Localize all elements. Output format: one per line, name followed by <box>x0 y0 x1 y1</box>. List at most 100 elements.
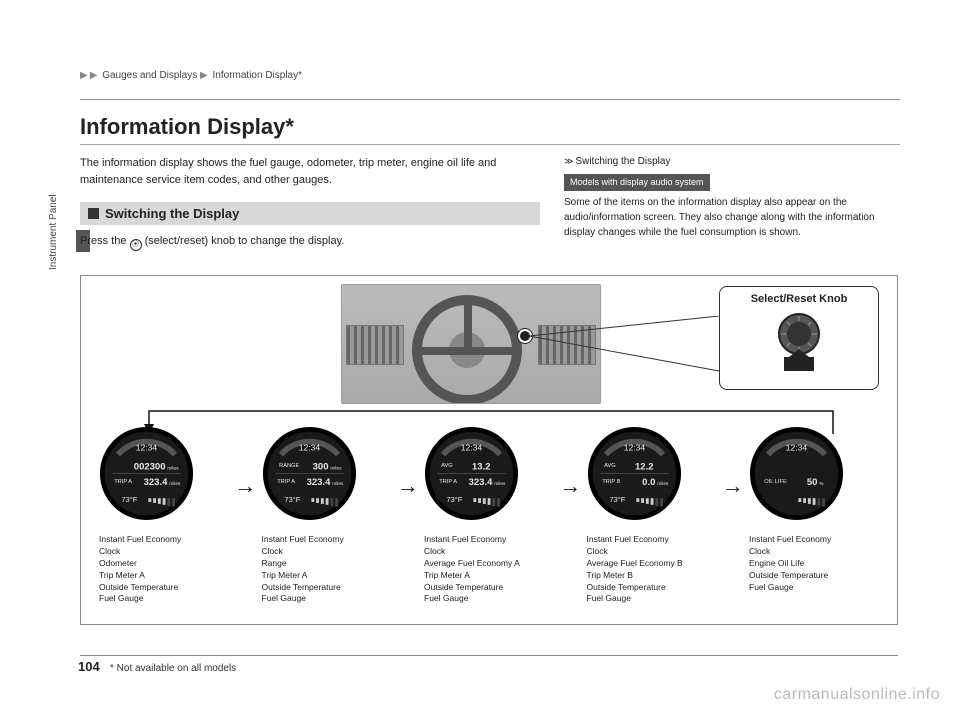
select-reset-knob-icon <box>764 309 834 379</box>
side-note-ref: ≫Switching the Display <box>564 155 900 170</box>
gauge-display: 12:34 AVG 13.2 TRIP A 323.4miles 73°F <box>424 426 519 521</box>
chevron-icon: ▶ <box>90 70 98 81</box>
gauge-item: Range <box>262 558 392 570</box>
gauge-item-list: Instant Fuel EconomyClockAverage Fuel Ec… <box>587 534 717 605</box>
svg-text:002300: 002300 <box>134 462 166 473</box>
gauge-item: Outside Temperature <box>749 570 879 582</box>
svg-text:12:34: 12:34 <box>786 443 808 453</box>
gauge-item: Outside Temperature <box>424 582 554 594</box>
gauge-item: Clock <box>749 546 879 558</box>
side-note-ref-label: Switching the Display <box>575 156 670 167</box>
gauge-row: 12:34002300milesTRIP A323.4miles73°FInst… <box>99 426 879 605</box>
ref-arrows-icon: ≫ <box>564 156 573 166</box>
gauge-display: 12:34RANGE300milesTRIP A323.4miles73°F <box>262 426 357 521</box>
gauge-item-list: Instant Fuel EconomyClockEngine Oil Life… <box>749 534 879 593</box>
bottom-rule <box>80 655 898 656</box>
gauge-item-list: Instant Fuel EconomyClockAverage Fuel Ec… <box>424 534 554 605</box>
gauge-item: Trip Meter B <box>587 570 717 582</box>
svg-text:73°F: 73°F <box>284 495 300 504</box>
footnote: * Not available on all models <box>110 663 236 674</box>
page-title: Information Display* <box>80 114 900 145</box>
breadcrumb-section: Gauges and Displays <box>102 70 197 81</box>
gauge-item: Trip Meter A <box>99 570 229 582</box>
gauge-cell: 12:34002300milesTRIP A323.4miles73°FInst… <box>99 426 229 605</box>
section-body-prefix: Press the <box>80 235 130 247</box>
svg-text:AVG: AVG <box>441 463 453 469</box>
svg-text:12:34: 12:34 <box>136 443 158 453</box>
svg-text:12:34: 12:34 <box>623 443 645 453</box>
gauge-item: Clock <box>424 546 554 558</box>
gauge-item: Odometer <box>99 558 229 570</box>
side-note-column: ≫Switching the Display Models with displ… <box>564 155 900 265</box>
svg-text:miles: miles <box>167 466 179 472</box>
svg-text:12:34: 12:34 <box>461 443 483 453</box>
section-heading: Switching the Display <box>105 206 239 221</box>
svg-text:TRIP A: TRIP A <box>439 479 457 485</box>
svg-text:miles: miles <box>657 481 669 487</box>
svg-text:73°F: 73°F <box>446 495 462 504</box>
gauge-item: Outside Temperature <box>587 582 717 594</box>
svg-text:323.4: 323.4 <box>306 477 330 488</box>
gauge-item: Instant Fuel Economy <box>99 534 229 546</box>
svg-text:miles: miles <box>330 466 342 472</box>
svg-text:RANGE: RANGE <box>279 463 299 469</box>
intro-text: The information display shows the fuel g… <box>80 155 540 188</box>
gauge-item: Trip Meter A <box>262 570 392 582</box>
gauge-cell: 12:34AVG12.2TRIP B0.0miles73°FInstant Fu… <box>587 426 717 605</box>
side-note-text: Some of the items on the information dis… <box>564 195 900 240</box>
breadcrumb: ▶▶ Gauges and Displays ▶ Information Dis… <box>80 70 900 81</box>
svg-text:12.2: 12.2 <box>635 462 654 473</box>
page-number: 104 <box>78 659 100 674</box>
svg-text:0.0: 0.0 <box>642 477 655 488</box>
gauge-item: Trip Meter A <box>424 570 554 582</box>
gauge-cell: 12:34RANGE300milesTRIP A323.4miles73°FIn… <box>262 426 392 605</box>
gauge-item: Average Fuel Economy A <box>424 558 554 570</box>
gauge-item: Instant Fuel Economy <box>262 534 392 546</box>
chevron-icon: ▶ <box>200 70 208 81</box>
watermark: carmanualsonline.info <box>774 686 940 704</box>
gauge-display: 12:34002300milesTRIP A323.4miles73°F <box>99 426 194 521</box>
section-body: Press the ⦿ (select/reset) knob to chang… <box>80 233 540 251</box>
gauge-item: Outside Temperature <box>99 582 229 594</box>
vertical-section-label: Instrument Panel <box>48 194 59 270</box>
gauge-item: Outside Temperature <box>262 582 392 594</box>
svg-text:12:34: 12:34 <box>298 443 320 453</box>
gauge-display: 12:34AVG12.2TRIP B0.0miles73°F <box>587 426 682 521</box>
svg-text:300: 300 <box>312 462 328 473</box>
gauge-item: Instant Fuel Economy <box>424 534 554 546</box>
gauge-cell: 12:34OIL LIFE50%Instant Fuel EconomyCloc… <box>749 426 879 593</box>
gauge-item-list: Instant Fuel EconomyClockRangeTrip Meter… <box>262 534 392 605</box>
svg-text:323.4: 323.4 <box>144 477 168 488</box>
cycle-arrow-icon: → <box>559 473 581 499</box>
svg-text:OIL LIFE: OIL LIFE <box>764 479 787 485</box>
svg-text:13.2: 13.2 <box>472 462 491 473</box>
gauge-item: Instant Fuel Economy <box>587 534 717 546</box>
gauge-item: Clock <box>587 546 717 558</box>
gauge-item: Fuel Gauge <box>424 593 554 605</box>
breadcrumb-asterisk: * <box>298 70 302 81</box>
svg-text:323.4: 323.4 <box>469 477 493 488</box>
svg-text:73°F: 73°F <box>609 495 625 504</box>
section-body-suffix: (select/reset) knob to change the displa… <box>142 235 345 247</box>
gauge-item: Fuel Gauge <box>749 582 879 594</box>
svg-text:miles: miles <box>169 481 181 487</box>
steering-wheel-icon <box>412 295 522 404</box>
display-diagram: Select/Reset Knob <box>80 275 898 625</box>
cycle-arrow-icon: → <box>234 473 256 499</box>
svg-text:TRIP A: TRIP A <box>114 479 132 485</box>
main-column: The information display shows the fuel g… <box>80 155 540 265</box>
dashboard-illustration <box>341 284 601 404</box>
gauge-item: Engine Oil Life <box>749 558 879 570</box>
gauge-display: 12:34OIL LIFE50% <box>749 426 844 521</box>
gauge-cell: 12:34 AVG 13.2 TRIP A 323.4miles 73°F Instant … <box>424 426 554 605</box>
page-content: ▶▶ Gauges and Displays ▶ Information Dis… <box>80 70 900 625</box>
svg-text:TRIP A: TRIP A <box>277 479 295 485</box>
svg-text:miles: miles <box>494 481 506 487</box>
gauge-item: Fuel Gauge <box>262 593 392 605</box>
gauge-item: Clock <box>262 546 392 558</box>
svg-text:50: 50 <box>807 477 818 488</box>
square-bullet-icon <box>88 208 99 219</box>
svg-text:AVG: AVG <box>604 463 616 469</box>
vent-left <box>346 325 404 365</box>
chevron-icon: ▶ <box>80 70 88 81</box>
